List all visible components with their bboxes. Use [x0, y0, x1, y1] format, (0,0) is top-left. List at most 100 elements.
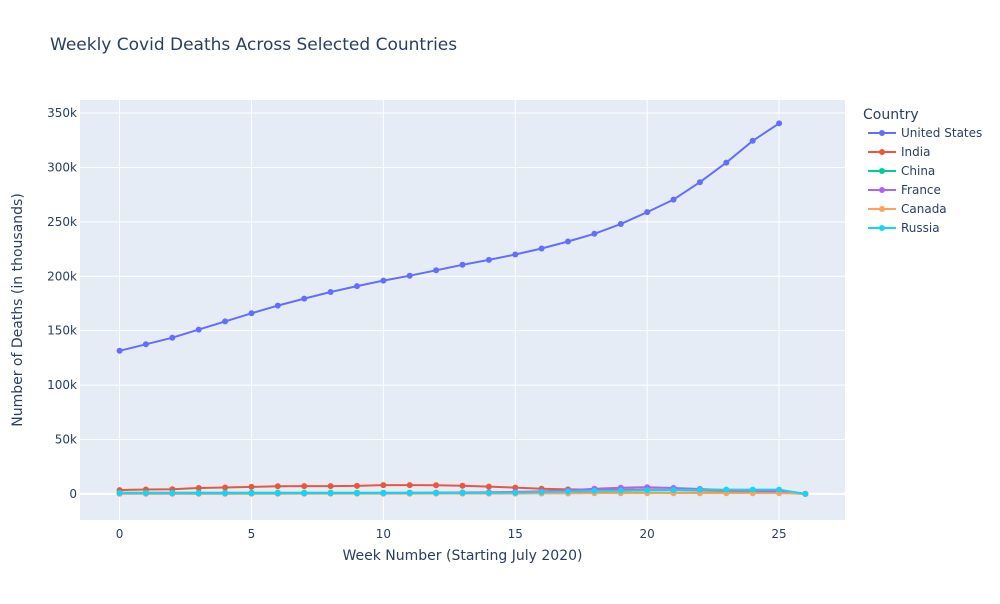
legend-label: Canada	[901, 202, 947, 216]
data-point-india[interactable]	[354, 482, 360, 489]
data-point-russia[interactable]	[617, 487, 624, 494]
data-point-russia[interactable]	[301, 490, 308, 497]
data-point-india[interactable]	[459, 482, 466, 489]
y-tick-labels: 0 50k 100k 150k 200k 250k 300k 350k	[47, 106, 77, 501]
data-point-russia[interactable]	[406, 490, 413, 496]
legend-swatch-marker	[879, 130, 885, 136]
data-point-united-states[interactable]	[670, 196, 677, 203]
data-point-russia[interactable]	[248, 490, 255, 497]
data-point-russia[interactable]	[116, 490, 123, 496]
legend-item-china[interactable]: China	[868, 164, 935, 178]
x-tick-label: 15	[508, 527, 523, 541]
data-point-russia[interactable]	[327, 490, 334, 497]
data-point-united-states[interactable]	[169, 334, 176, 341]
data-point-india[interactable]	[433, 482, 440, 489]
data-point-russia[interactable]	[591, 487, 598, 494]
data-point-united-states[interactable]	[591, 230, 598, 237]
data-point-russia[interactable]	[354, 490, 360, 497]
data-point-united-states[interactable]	[749, 137, 756, 144]
data-point-united-states[interactable]	[248, 310, 255, 317]
legend-item-russia[interactable]: Russia	[868, 221, 940, 235]
legend-item-india[interactable]: India	[868, 145, 930, 159]
data-point-united-states[interactable]	[380, 277, 387, 284]
data-point-united-states[interactable]	[485, 256, 492, 263]
data-point-united-states[interactable]	[327, 289, 334, 295]
data-point-united-states[interactable]	[459, 261, 466, 268]
data-point-russia[interactable]	[195, 490, 202, 497]
legend-label: China	[901, 164, 935, 178]
data-point-russia[interactable]	[380, 490, 387, 497]
data-point-united-states[interactable]	[354, 283, 360, 290]
data-point-united-states[interactable]	[696, 179, 703, 186]
data-point-united-states[interactable]	[617, 221, 624, 227]
legend-item-france[interactable]: France	[868, 183, 941, 197]
data-point-russia[interactable]	[274, 490, 281, 497]
data-point-india[interactable]	[222, 484, 229, 491]
data-point-india[interactable]	[195, 485, 202, 491]
y-tick-label: 250k	[47, 215, 77, 229]
plot-area	[80, 100, 845, 520]
data-point-russia[interactable]	[433, 490, 440, 496]
x-tick-label: 20	[640, 527, 655, 541]
legend-label: India	[901, 145, 930, 159]
data-point-india[interactable]	[406, 482, 413, 489]
legend-swatch-marker	[879, 149, 885, 155]
data-point-russia[interactable]	[538, 489, 545, 495]
data-point-united-states[interactable]	[222, 318, 229, 325]
legend-items[interactable]: United States India China France Canada Russi…	[868, 126, 982, 235]
data-point-russia[interactable]	[776, 486, 783, 493]
data-point-russia[interactable]	[222, 490, 229, 497]
data-point-united-states[interactable]	[644, 209, 651, 216]
data-point-russia[interactable]	[142, 490, 149, 496]
data-point-russia[interactable]	[512, 489, 519, 496]
data-point-united-states[interactable]	[195, 326, 202, 333]
x-tick-label: 10	[376, 527, 391, 541]
data-point-russia[interactable]	[723, 486, 730, 493]
data-point-united-states[interactable]	[776, 120, 783, 127]
data-point-united-states[interactable]	[433, 267, 440, 274]
data-point-russia[interactable]	[802, 490, 809, 497]
data-point-russia[interactable]	[459, 489, 466, 496]
data-point-india[interactable]	[248, 483, 255, 490]
data-point-india[interactable]	[301, 483, 308, 490]
data-point-united-states[interactable]	[723, 159, 730, 166]
data-point-india[interactable]	[380, 482, 387, 489]
y-tick-label: 200k	[47, 269, 77, 283]
data-point-india[interactable]	[485, 483, 492, 490]
legend[interactable]: Country United States India China France Can…	[863, 107, 982, 235]
series-line-united-states	[119, 122, 780, 352]
x-tick-label: 25	[771, 527, 786, 541]
series-united-states	[116, 120, 783, 354]
legend-label: United States	[901, 126, 982, 140]
data-point-india[interactable]	[512, 484, 519, 491]
data-point-united-states[interactable]	[274, 302, 281, 309]
y-tick-label: 100k	[47, 378, 77, 392]
data-point-russia[interactable]	[485, 489, 492, 496]
data-point-russia[interactable]	[169, 490, 176, 496]
data-point-united-states[interactable]	[116, 347, 123, 354]
y-tick-label: 50k	[55, 432, 77, 446]
data-point-russia[interactable]	[565, 488, 571, 495]
data-point-united-states[interactable]	[538, 245, 545, 252]
y-tick-label: 150k	[47, 324, 77, 338]
data-point-india[interactable]	[274, 483, 281, 490]
data-point-united-states[interactable]	[565, 238, 571, 245]
data-point-united-states[interactable]	[142, 341, 149, 348]
data-point-russia[interactable]	[644, 487, 651, 494]
data-point-russia[interactable]	[696, 486, 703, 493]
data-point-india[interactable]	[327, 483, 334, 490]
series-group	[116, 120, 809, 497]
legend-item-canada[interactable]: Canada	[868, 202, 947, 216]
data-point-united-states[interactable]	[512, 251, 519, 258]
data-point-united-states[interactable]	[301, 295, 308, 302]
legend-swatch-marker	[879, 225, 885, 231]
grid-lines	[80, 100, 845, 520]
x-axis-title: Week Number (Starting July 2020)	[343, 548, 583, 564]
data-point-united-states[interactable]	[406, 272, 413, 279]
x-tick-label: 5	[248, 527, 256, 541]
legend-item-united-states[interactable]: United States	[868, 126, 982, 140]
data-point-russia[interactable]	[749, 486, 756, 493]
data-point-russia[interactable]	[670, 487, 677, 493]
